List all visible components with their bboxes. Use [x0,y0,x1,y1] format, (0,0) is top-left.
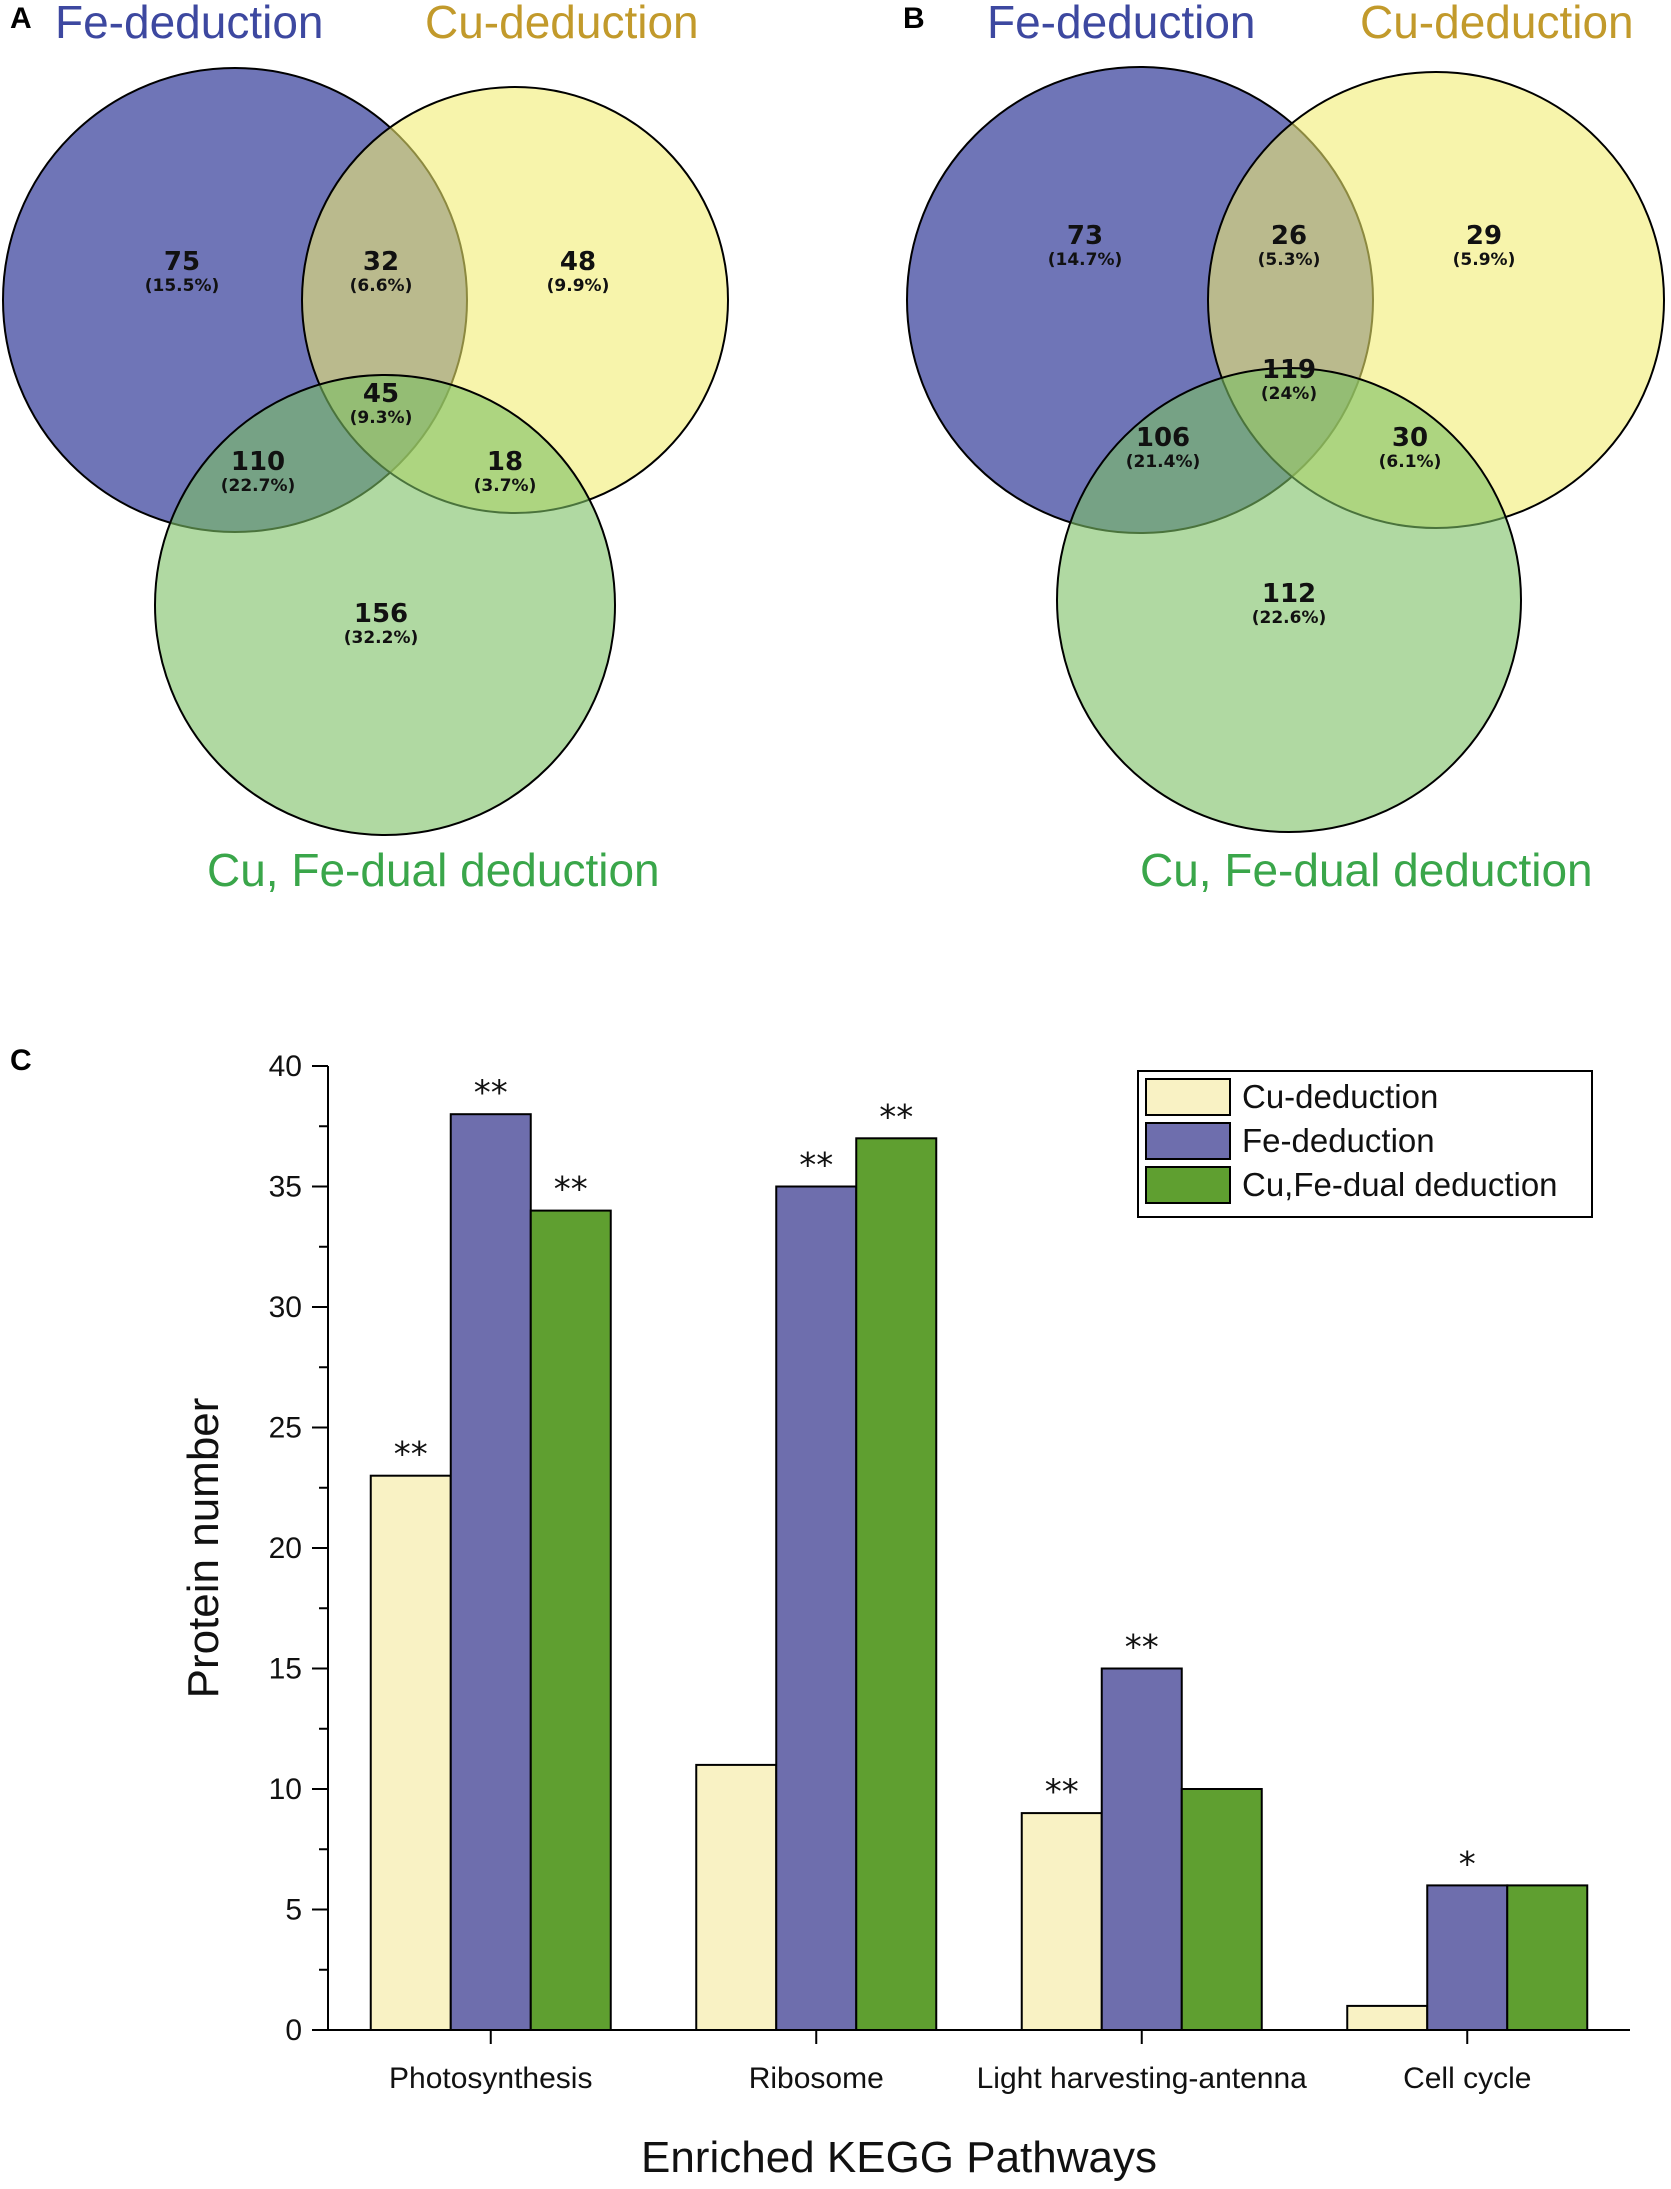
significance-label: ** [474,1073,508,1113]
venn-b-pct-dual-only: (22.6%) [1252,608,1327,628]
significance-label: * [1459,1844,1476,1884]
venn-a-pct-cu-only: (9.9%) [547,276,610,296]
bar-chart-panel-c: C 0 5 10 15 20 25 30 35 40 Photosynthesis ** ** ** Ri… [10,1044,1630,2182]
bar [855,1137,938,2032]
panel-label-a: A [10,2,32,35]
x-tick-label: Photosynthesis [389,2062,592,2095]
significance-label: ** [1045,1772,1079,1812]
bar [1020,1812,1103,2031]
venn-a-count-fe-only: 75 [164,247,200,277]
venn-a-count-cu-dual: 18 [487,447,523,477]
y-tick-label: 15 [269,1653,302,1686]
venn-a-title-cu: Cu-deduction [425,0,699,48]
venn-b-count-center: 119 [1262,355,1316,385]
venn-a-pct-fe-cu: (6.6%) [350,276,413,296]
y-tick-label: 20 [269,1532,302,1565]
y-tick-label: 0 [285,2014,302,2047]
bar [1506,1884,1589,2032]
venn-b-count-cu-dual: 30 [1392,423,1428,453]
venn-a-pct-center: (9.3%) [350,408,413,428]
chart-legend: Cu-deduction Fe-deduction Cu,Fe-dual deduc… [1137,1070,1593,1218]
y-tick-label: 10 [269,1773,302,1806]
venn-b-pct-fe-only: (14.7%) [1048,250,1123,270]
legend-swatch [1145,1122,1231,1160]
y-tick-label: 30 [269,1291,302,1324]
legend-label: Cu-deduction [1242,1078,1438,1115]
significance-label: ** [394,1435,428,1475]
venn-b-pct-cu-only: (5.9%) [1453,250,1516,270]
x-tick-label: Ribosome [749,2062,884,2095]
x-tick-label: Cell cycle [1403,2062,1531,2095]
y-axis-title: Protein number [179,1398,228,1699]
x-tick-label: Light harvesting-antenna [977,2062,1308,2095]
chart-bars [369,1113,1589,2032]
panel-label-b: B [903,2,925,35]
venn-b-pct-fe-dual: (21.4%) [1126,452,1201,472]
venn-b-pct-cu-dual: (6.1%) [1379,452,1442,472]
venn-b-count-fe-only: 73 [1067,221,1103,251]
venn-a-count-fe-cu: 32 [363,247,399,277]
bar [1180,1788,1263,2031]
venn-b-title-cu: Cu-deduction [1360,0,1634,48]
y-tick-label: 5 [285,1894,302,1927]
venn-panel-a: A Fe-deduction Cu-deduction Cu, Fe-dual … [2,0,729,896]
venn-b-title-dual: Cu, Fe-dual deduction [1140,844,1593,896]
bar [529,1209,612,2031]
panel-label-c: C [10,1044,32,1077]
x-axis-title: Enriched KEGG Pathways [641,2133,1157,2182]
venn-a-count-center: 45 [363,379,399,409]
venn-a-pct-fe-only: (15.5%) [145,276,220,296]
venn-a-count-fe-dual: 110 [231,447,285,477]
bar [1426,1884,1509,2032]
y-tick-label: 25 [269,1412,302,1445]
bar [1346,2004,1429,2032]
venn-b-count-fe-dual: 106 [1136,423,1190,453]
venn-a-pct-cu-dual: (3.7%) [474,476,537,496]
venn-b-count-cu-only: 29 [1466,221,1502,251]
venn-a-title-fe: Fe-deduction [55,0,324,48]
venn-b-title-fe: Fe-deduction [987,0,1256,48]
venn-a-pct-dual-only: (32.2%) [344,628,419,648]
venn-b-count-fe-cu: 26 [1271,221,1307,251]
bar [449,1113,532,2031]
legend-label: Cu,Fe-dual deduction [1242,1166,1558,1203]
y-tick-label: 35 [269,1171,302,1204]
bar [695,1763,778,2032]
venn-a-pct-fe-dual: (22.7%) [221,476,296,496]
venn-b-pct-fe-cu: (5.3%) [1258,250,1321,270]
venn-panel-b: B Fe-deduction Cu-deduction Cu, Fe-dual … [903,0,1665,896]
venn-a-count-dual-only: 156 [354,599,408,629]
y-tick-label: 40 [269,1050,302,1083]
significance-label: ** [799,1146,833,1186]
legend-swatch [1145,1078,1231,1116]
bar [775,1185,858,2031]
significance-label: ** [554,1170,588,1210]
venn-a-circle-dual [154,374,616,836]
venn-a-count-cu-only: 48 [560,247,596,277]
significance-label: ** [879,1097,913,1137]
venn-a-title-dual: Cu, Fe-dual deduction [207,844,660,896]
venn-b-pct-center: (24%) [1261,384,1317,404]
legend-swatch [1145,1166,1231,1204]
legend-label: Fe-deduction [1242,1122,1435,1159]
chart-labels: 0 5 10 15 20 25 30 35 40 Photosynthesis ** ** ** Ribo… [179,1050,1531,2182]
bar [1100,1667,1183,2031]
bar [369,1474,452,2031]
venn-b-circle-dual [1056,367,1522,833]
venn-b-count-dual-only: 112 [1262,579,1316,609]
significance-label: ** [1125,1628,1159,1668]
